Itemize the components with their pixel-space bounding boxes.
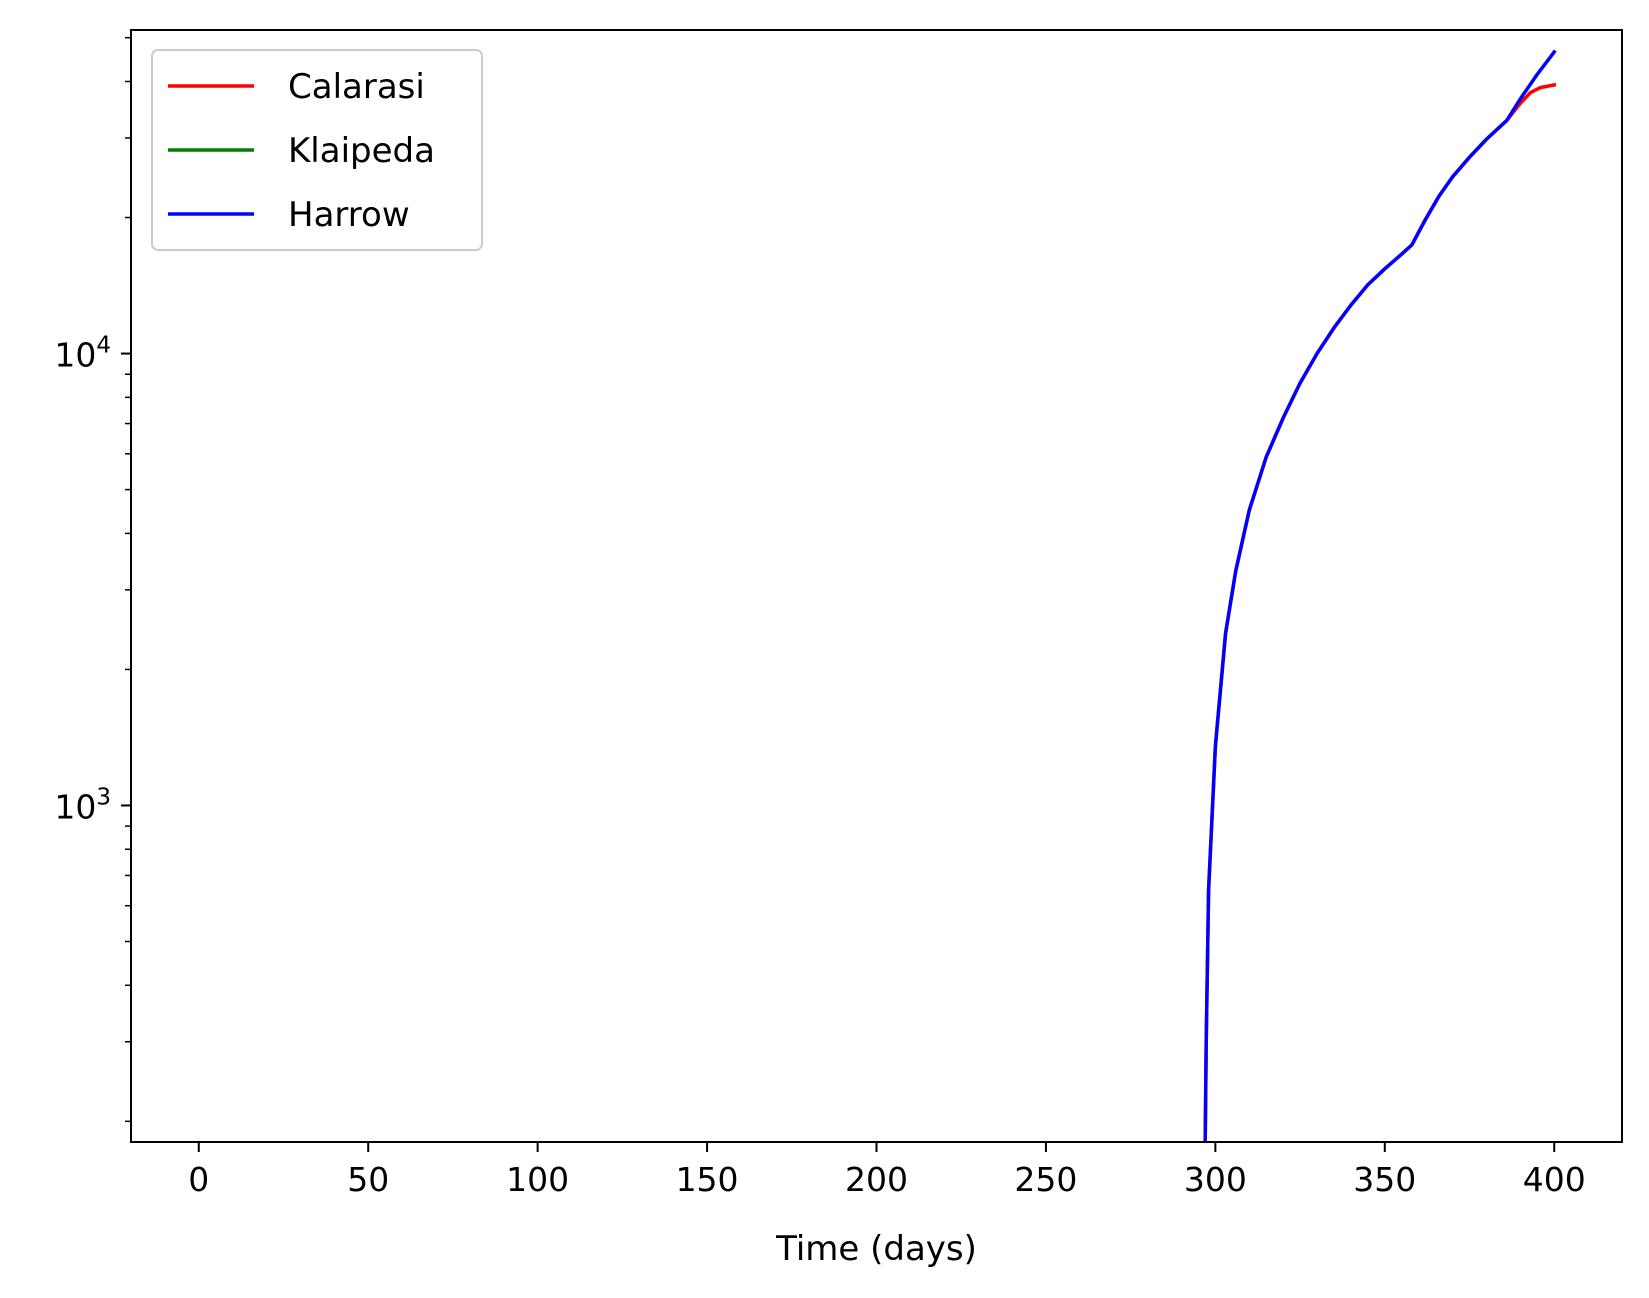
y-tick-label: 104 [54, 333, 111, 375]
x-axis: 0 50 100 150 200 250 300 350 400 [188, 1142, 1586, 1199]
x-tick-label: 250 [1014, 1160, 1077, 1199]
x-tick-label: 50 [347, 1160, 389, 1199]
x-tick-label: 350 [1353, 1160, 1416, 1199]
series-layer [1203, 49, 1557, 1142]
x-tick-label: 0 [188, 1160, 209, 1199]
x-tick-label: 300 [1184, 1160, 1247, 1199]
legend-label-harrow: Harrow [288, 195, 410, 235]
y-axis: 103 104 [54, 36, 131, 1123]
x-tick-label: 400 [1523, 1160, 1586, 1199]
legend: Calarasi Klaipeda Harrow [151, 49, 483, 251]
x-tick-label: 200 [845, 1160, 908, 1199]
y-tick-label: 103 [54, 784, 111, 826]
legend-label-klaipeda: Klaipeda [288, 131, 435, 171]
legend-box [151, 49, 483, 251]
series-line-harrow [1203, 49, 1557, 1142]
x-tick-label: 100 [506, 1160, 569, 1199]
legend-label-calarasi: Calarasi [288, 67, 425, 107]
x-tick-label: 150 [676, 1160, 739, 1199]
x-axis-label: Time (days) [775, 1229, 977, 1269]
